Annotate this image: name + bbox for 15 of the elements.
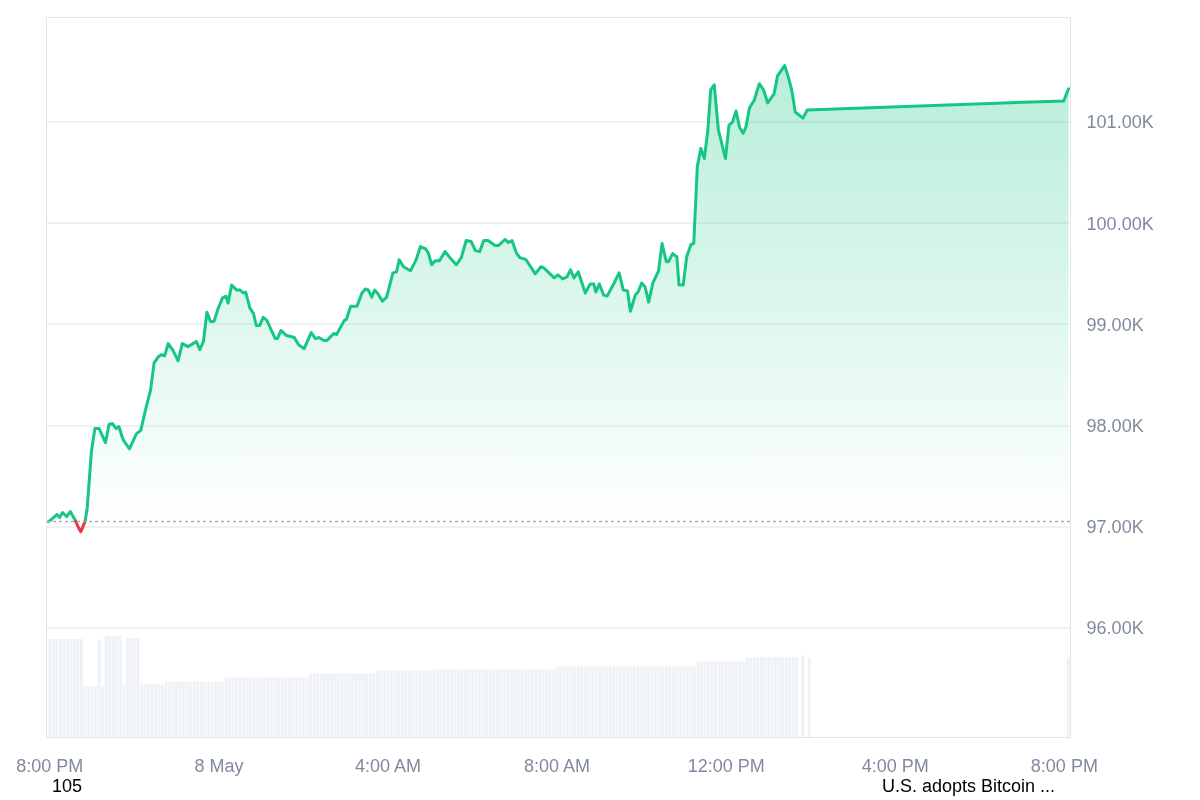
- y-tick-label: 96.00K: [1086, 618, 1144, 639]
- x-tick-label: 4:00 PM: [861, 755, 929, 776]
- y-tick-label: 99.00K: [1086, 314, 1144, 335]
- y-tick-label: 97.00K: [1086, 516, 1144, 537]
- x-tick-label: 4:00 AM: [354, 755, 422, 776]
- y-tick-label: 101.00K: [1086, 112, 1154, 133]
- text: 105: [52, 776, 83, 796]
- y-tick-label: 98.00K: [1086, 415, 1144, 436]
- x-tick-label: 12:00 PM: [687, 755, 765, 776]
- text: U.S. adopts Bitcoin ...: [882, 776, 1056, 796]
- x-tick-label: 8:00 PM: [16, 755, 84, 776]
- y-tick-label: 100.00K: [1086, 213, 1154, 234]
- x-tick-label: 8:00 AM: [524, 755, 591, 776]
- x-tick-label: 8 May: [194, 755, 244, 776]
- x-tick-label: 8:00 PM: [1030, 755, 1098, 776]
